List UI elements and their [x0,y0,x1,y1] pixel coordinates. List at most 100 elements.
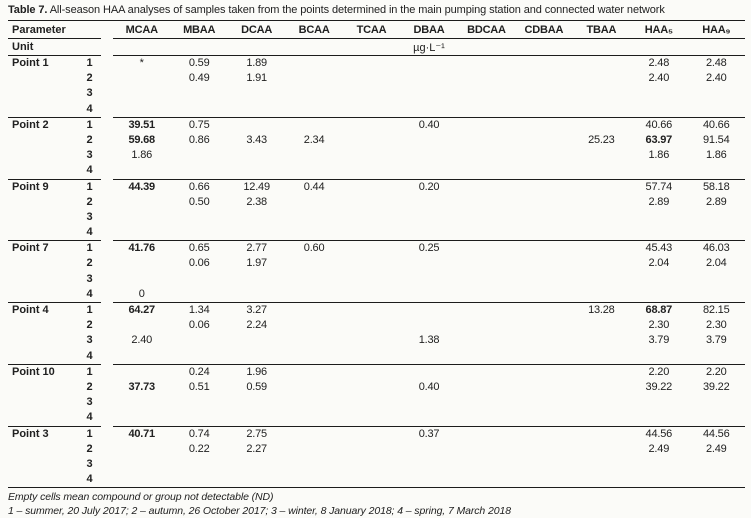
value-cell: 2.20 [648,365,670,378]
value-cell: 58.18 [702,180,730,193]
season-number: 2 [86,133,93,146]
table-row: 4 [8,410,745,425]
table-row: Point 1 1 * 0.59 1.89 2.48 2.48 [8,56,745,71]
group-separator-rule [8,116,745,118]
season-number: 4 [86,349,93,362]
value-cell: 0.40 [418,118,440,131]
rule-segment [8,178,101,180]
season-number: 3 [86,457,93,470]
table-row: 3 2.40 1.38 3.79 3.79 [8,333,745,348]
footnote-nd: Empty cells mean compound or group not d… [8,491,274,504]
rule-gap [101,38,113,39]
value-cell: 1.97 [246,257,267,270]
table-row: Point 4 1 64.27 1.34 3.27 13.28 68.87 82.15 [8,303,745,318]
value-cell: 44.56 [645,427,673,440]
season-number: 4 [86,411,93,424]
group-separator-rule [8,240,745,242]
rule-segment [8,363,101,365]
point-group: Point 2 1 39.51 0.75 0.40 40.66 40.66 2 59.68 0.8… [8,118,745,179]
season-number: 1 [86,180,93,193]
point-group: Point 9 1 44.39 0.66 12.49 0.44 0.20 57.74 58.18… [8,180,745,241]
point-label: Point 4 [12,304,49,316]
value-cell: 3.27 [246,304,267,316]
rule-segment [8,425,101,427]
value-cell: 0.24 [188,365,210,378]
value-cell: 2.48 [648,57,670,69]
value-cell: 0.20 [418,180,440,193]
value-cell: 2.89 [648,195,670,208]
rule-segment [8,240,101,242]
value-cell: 25.23 [588,133,615,146]
value-cell: 0.75 [188,118,210,131]
point-label: Point 3 [12,427,49,440]
table-body: Point 1 1 * 0.59 1.89 2.48 2.48 2 0.49 1.91 2.40 2.… [8,56,745,487]
table-caption: Table 7. All-season HAA analyses of samp… [8,3,745,17]
value-cell: 0.22 [188,442,210,455]
value-cell: 2.40 [648,72,670,85]
point-group: Point 7 1 41.76 0.65 2.77 0.60 0.25 45.43 46.03 2… [8,241,745,302]
table-row: Point 2 1 39.51 0.75 0.40 40.66 40.66 [8,118,745,133]
value-cell: 40.66 [645,118,673,131]
group-separator-rule [8,425,745,427]
value-cell: 12.49 [243,180,270,193]
season-number: 3 [86,87,93,100]
value-cell: 1.86 [131,149,153,162]
table-row: 2 59.68 0.86 3.43 2.34 25.23 63.97 91.54 [8,133,745,148]
group-separator-rule [8,363,745,365]
value-cell: 1.86 [705,149,727,162]
season-number: 4 [86,102,93,115]
table-row: 3 [8,395,745,410]
value-cell: * [139,57,144,69]
column-header: BDCAA [467,23,506,36]
value-cell: 59.68 [128,133,155,146]
season-number: 2 [86,442,93,455]
footnote-seasons: 1 – summer, 20 July 2017; 2 – autumn, 26… [8,504,511,517]
season-number: 3 [86,396,93,409]
season-number: 4 [86,164,93,177]
column-header: MBAA [183,23,216,36]
value-cell: 0.59 [246,380,267,393]
value-cell: 37.73 [128,380,155,393]
season-number: 1 [86,242,93,255]
season-number: 2 [86,72,93,85]
value-cell: 0.06 [188,257,210,270]
table-row: 2 0.50 2.38 2.89 2.89 [8,195,745,210]
season-number: 1 [86,57,93,69]
value-cell: 40.66 [702,118,730,131]
column-header: HAA₅ [644,23,673,36]
season-number: 3 [86,149,93,162]
point-group: Point 3 1 40.71 0.74 2.75 0.37 44.56 44.56 2 0.22… [8,427,745,488]
value-cell: 44.56 [702,427,730,440]
rule-segment [113,178,745,180]
value-cell: 1.96 [246,365,267,378]
season-number: 3 [86,334,93,347]
value-cell: 64.27 [128,304,155,316]
season-number: 1 [86,427,93,440]
value-cell: 2.27 [246,442,267,455]
value-cell: 91.54 [702,133,730,146]
point-group: Point 10 1 0.24 1.96 2.20 2.20 2 37.73 0.51 0.59 0… [8,365,745,426]
point-label: Point 7 [12,242,49,255]
value-cell: 2.30 [648,319,670,332]
rule-segment [8,38,101,39]
value-cell: 0.06 [188,319,210,332]
value-cell: 68.87 [645,304,673,316]
value-cell: 1.89 [246,57,267,69]
value-cell: 0.44 [303,180,325,193]
value-cell: 1.34 [188,304,210,316]
value-cell: 2.49 [705,442,727,455]
point-label: Point 9 [12,180,49,193]
value-cell: 2.38 [246,195,267,208]
table-row: 2 0.06 2.24 2.30 2.30 [8,318,745,333]
value-cell: 2.30 [705,319,727,332]
rule-segment [113,302,745,303]
value-cell: 13.28 [588,304,615,316]
value-cell: 0.66 [188,180,210,193]
value-cell: 2.89 [705,195,727,208]
value-cell: 3.79 [705,334,727,347]
unit-row: Unit µg·L⁻¹ [8,39,745,55]
value-cell: 0.40 [418,380,440,393]
value-cell: 82.15 [702,304,730,316]
